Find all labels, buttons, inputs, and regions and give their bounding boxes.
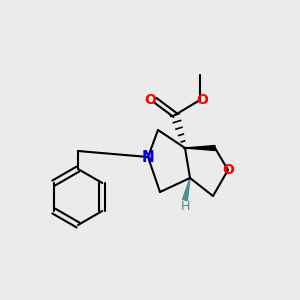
Text: O: O (196, 93, 208, 107)
Text: O: O (222, 163, 234, 177)
Text: O: O (144, 93, 156, 107)
Polygon shape (183, 178, 190, 201)
Text: H: H (180, 200, 190, 212)
Text: N: N (142, 149, 154, 164)
Polygon shape (185, 146, 215, 151)
